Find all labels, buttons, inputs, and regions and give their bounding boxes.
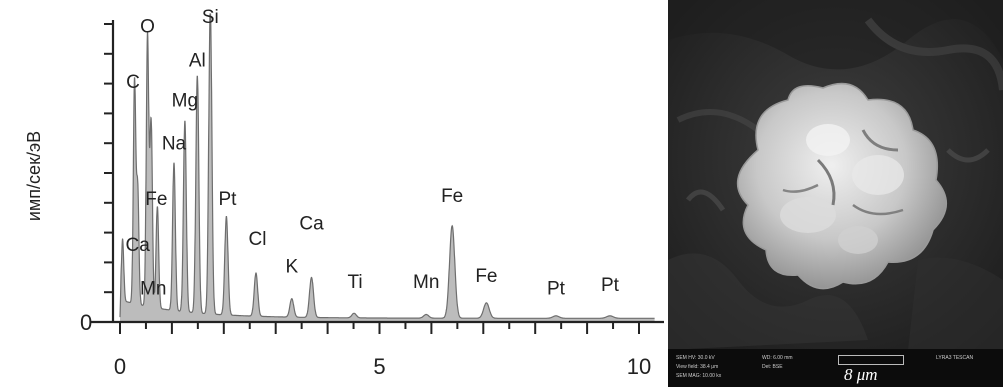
sem-working-distance: WD: 6.00 mm xyxy=(762,355,793,361)
peak-label-fe: Fe xyxy=(145,189,167,210)
sem-detector: Det: BSE xyxy=(762,364,783,370)
scale-bar-label: 8 μm xyxy=(844,365,878,384)
peak-label-ca: Ca xyxy=(299,214,324,235)
peak-label-o: O xyxy=(140,16,155,37)
mineral-particle xyxy=(736,82,947,290)
peak-label-si: Si xyxy=(202,7,219,28)
eds-spectrum-chart: 0 имп/сек/эВ O Si C Al Mg Na Fe Pt Cl Ca Ca K Mn Ti Mn… xyxy=(24,7,664,379)
peak-label-al: Al xyxy=(189,50,206,71)
peak-label-c: C xyxy=(126,72,140,93)
sem-vendor: LYRA3 TESCAN xyxy=(936,355,974,361)
peak-labels: O Si C Al Mg Na Fe Pt Cl Ca Ca K Mn Ti Mn Fe Fe Pt Pt xyxy=(125,7,619,299)
sem-magnification: SEM MAG: 10.00 kx xyxy=(676,373,722,379)
peak-label-na: Na xyxy=(162,134,187,155)
x-tick-label: 0 xyxy=(114,354,126,379)
peak-label-pt: Pt xyxy=(218,189,237,210)
substrate-texture xyxy=(668,0,1003,350)
sem-info-bar: SEM HV: 30.0 kV View field: 38.4 μm SEM … xyxy=(668,349,1003,387)
scale-bar-ruler xyxy=(838,355,904,365)
x-tick-label: 5 xyxy=(373,354,385,379)
spectrum-line xyxy=(119,13,655,319)
x-tick-labels: 0 5 10 xyxy=(114,354,651,379)
peak-label-mn: Mn xyxy=(140,278,166,299)
peak-label-fe: Fe xyxy=(475,266,497,287)
peak-label-pt: Pt xyxy=(601,275,620,296)
sem-micrograph-panel: SEM HV: 30.0 kV View field: 38.4 μm SEM … xyxy=(668,0,1003,387)
sem-micrograph-image xyxy=(668,0,1003,350)
peak-label-cl: Cl xyxy=(249,229,267,250)
peak-label-mn: Mn xyxy=(413,272,439,293)
peak-label-mg: Mg xyxy=(172,90,198,111)
peak-label-fe: Fe xyxy=(441,186,463,207)
spectrum-area xyxy=(120,14,655,322)
peak-label-pt: Pt xyxy=(547,278,566,299)
eds-spectrum-panel: 0 имп/сек/эВ O Si C Al Mg Na Fe Pt Cl Ca Ca K Mn Ti Mn… xyxy=(24,7,664,379)
y-tick-label-0: 0 xyxy=(80,310,92,335)
peak-label-k: K xyxy=(285,257,298,278)
sem-view-field: View field: 38.4 μm xyxy=(676,364,719,370)
sem-hv: SEM HV: 30.0 kV xyxy=(676,355,715,361)
x-tick-label: 10 xyxy=(627,354,651,379)
y-axis-label: имп/сек/эВ xyxy=(24,131,44,221)
peak-label-ca: Ca xyxy=(125,235,150,256)
tick-layer xyxy=(104,23,640,334)
peak-label-ti: Ti xyxy=(348,272,363,293)
